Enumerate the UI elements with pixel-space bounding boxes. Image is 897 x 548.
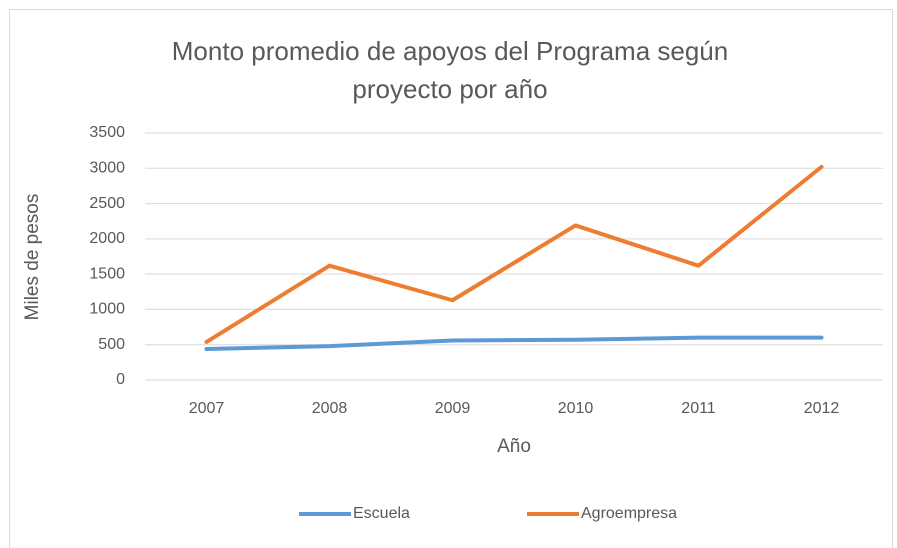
y-tick-label: 3500 bbox=[89, 124, 125, 141]
x-tick-label: 2008 bbox=[312, 400, 348, 417]
chart-border bbox=[9, 9, 893, 548]
x-tick-label: 2007 bbox=[189, 400, 225, 417]
x-tick-label: 2010 bbox=[558, 400, 594, 417]
series-line bbox=[204, 335, 824, 351]
x-tick-label: 2012 bbox=[804, 400, 840, 417]
y-tick-label: 1500 bbox=[89, 265, 125, 282]
y-tick-label: 500 bbox=[98, 336, 125, 353]
series-line bbox=[204, 164, 824, 344]
y-tick-label: 3000 bbox=[89, 160, 125, 177]
y-tick-label: 0 bbox=[116, 371, 125, 388]
y-tick-label: 2000 bbox=[89, 230, 125, 247]
x-axis-label: Año bbox=[497, 436, 531, 457]
chart-title: Monto promedio de apoyos del Programa se… bbox=[171, 36, 729, 104]
y-axis-label: Miles de pesos bbox=[22, 194, 43, 321]
x-tick-label: 2009 bbox=[435, 400, 471, 417]
legend-label: Escuela bbox=[353, 505, 410, 522]
x-tick-label: 2011 bbox=[681, 400, 716, 417]
y-tick-label: 1000 bbox=[89, 301, 125, 318]
y-tick-label: 2500 bbox=[89, 195, 125, 212]
legend-label: Agroempresa bbox=[581, 505, 677, 522]
